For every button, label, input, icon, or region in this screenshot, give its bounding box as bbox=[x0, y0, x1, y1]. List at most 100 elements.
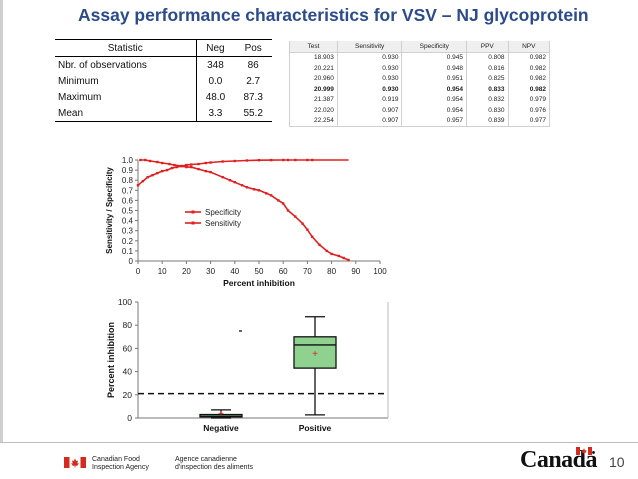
header-specificity: Specificity bbox=[401, 41, 468, 53]
cutoff-table: Test Sensitivity Specificity PPV NPV 18.… bbox=[289, 41, 550, 127]
agency-name-fr: Agence canadienne d'inspection des alime… bbox=[175, 456, 253, 471]
y-tick-label: 60 bbox=[123, 343, 133, 353]
table-row: 21.387 0.919 0.954 0.832 0.979 bbox=[289, 94, 550, 105]
data-point bbox=[306, 228, 309, 231]
page-number: 10 bbox=[609, 454, 625, 470]
slide-title: Assay performance characteristics for VS… bbox=[78, 5, 589, 25]
data-point bbox=[161, 169, 164, 173]
x-tick-label: 70 bbox=[303, 267, 312, 276]
cell-test: 22.254 bbox=[289, 115, 338, 127]
data-point bbox=[257, 189, 261, 192]
cell-pos: 2.7 bbox=[246, 75, 261, 87]
cell-npv: 0.982 bbox=[508, 63, 550, 74]
y-tick-label: 0.5 bbox=[122, 207, 134, 216]
data-point bbox=[330, 252, 333, 256]
legend-label: Specificity bbox=[205, 208, 241, 217]
y-tick-label: 0.2 bbox=[122, 237, 134, 246]
header-npv: NPV bbox=[508, 41, 550, 53]
row-label: Minimum bbox=[55, 73, 197, 89]
row-label: Mean bbox=[55, 105, 197, 122]
table-row: 18.903 0.930 0.945 0.808 0.982 bbox=[289, 52, 550, 63]
cell-sensitivity: 0.930 bbox=[337, 84, 403, 95]
cell-neg: 348 bbox=[207, 59, 224, 71]
x-tick-label: 90 bbox=[351, 267, 360, 276]
data-point bbox=[342, 256, 345, 260]
data-point bbox=[185, 165, 188, 169]
data-point bbox=[209, 161, 212, 164]
data-point bbox=[185, 163, 188, 167]
legend-marker bbox=[191, 221, 195, 225]
y-tick-label: 80 bbox=[123, 320, 133, 330]
cell-neg: 3.3 bbox=[196, 105, 235, 122]
data-point bbox=[161, 161, 164, 165]
data-point bbox=[197, 162, 200, 166]
cell-test: 22.020 bbox=[289, 105, 338, 116]
y-tick-label: 0.3 bbox=[122, 227, 134, 236]
cell-neg: 0.0 bbox=[208, 75, 223, 87]
y-tick-label: 40 bbox=[123, 367, 133, 377]
cell-test: 18.903 bbox=[289, 52, 338, 63]
cell-specificity: 0.951 bbox=[401, 73, 468, 84]
statistics-table: Statistic Neg Pos Nbr. of observations 3… bbox=[55, 39, 272, 122]
data-point bbox=[190, 165, 193, 169]
data-point bbox=[136, 184, 140, 187]
data-point bbox=[165, 168, 169, 172]
cell-ppv: 0.832 bbox=[466, 94, 509, 105]
data-point bbox=[325, 249, 328, 253]
y-tick-label: 0.9 bbox=[122, 166, 134, 175]
data-point bbox=[282, 158, 285, 162]
cell-ppv: 0.830 bbox=[466, 105, 509, 116]
cell-specificity: 0.954 bbox=[401, 105, 468, 116]
table-row: Mean 3.3 55.2 bbox=[55, 105, 272, 122]
table-row: 22.254 0.907 0.957 0.839 0.977 bbox=[289, 115, 550, 127]
x-tick-label: 80 bbox=[327, 267, 336, 276]
data-point bbox=[265, 192, 268, 195]
data-point bbox=[245, 159, 249, 162]
cell-test: 20.999 bbox=[289, 84, 338, 95]
cutoff-header-row: Test Sensitivity Specificity PPV NPV bbox=[289, 41, 550, 53]
cell-npv: 0.982 bbox=[508, 73, 550, 84]
data-point bbox=[252, 188, 256, 191]
agency-name-en: Canadian Food Inspection Agency bbox=[92, 456, 149, 471]
header-neg: Neg bbox=[196, 39, 235, 57]
x-tick-label: 50 bbox=[255, 267, 264, 276]
y-tick-label: 0.8 bbox=[122, 176, 134, 185]
y-tick-label: 1.0 bbox=[122, 156, 134, 165]
data-point bbox=[294, 158, 297, 162]
data-point bbox=[282, 202, 285, 205]
cell-ppv: 0.839 bbox=[466, 115, 509, 127]
x-tick-label: 10 bbox=[158, 267, 167, 276]
data-point bbox=[347, 258, 350, 262]
cell-sensitivity: 0.930 bbox=[337, 73, 403, 84]
cell-specificity: 0.954 bbox=[401, 84, 468, 95]
cell-sensitivity: 0.919 bbox=[337, 94, 403, 105]
cell-ppv: 0.825 bbox=[466, 73, 509, 84]
cell-ppv: 0.808 bbox=[466, 52, 509, 63]
data-point bbox=[269, 158, 273, 162]
cell-sensitivity: 0.930 bbox=[337, 63, 403, 74]
cell-npv: 0.982 bbox=[508, 84, 550, 95]
header-test: Test bbox=[289, 41, 338, 53]
table-row: Minimum 0.0 2.7 bbox=[55, 73, 272, 89]
y-axis-title: Percent inhibition bbox=[106, 322, 116, 398]
wordmark-flag-icon bbox=[576, 447, 592, 455]
data-point bbox=[233, 181, 236, 184]
y-tick-label: 20 bbox=[123, 390, 133, 400]
cell-sensitivity: 0.907 bbox=[337, 115, 403, 127]
mean-marker: + bbox=[312, 349, 318, 360]
data-point bbox=[221, 175, 224, 179]
header-ppv: PPV bbox=[466, 41, 509, 53]
data-point bbox=[146, 175, 149, 179]
legend-marker bbox=[191, 210, 195, 214]
canada-flag-icon bbox=[64, 457, 86, 468]
row-label: Maximum bbox=[55, 89, 197, 105]
data-point bbox=[141, 180, 145, 183]
data-point bbox=[197, 167, 200, 171]
cell-specificity: 0.948 bbox=[401, 63, 468, 74]
data-point bbox=[180, 164, 183, 168]
cell-pos: 86 bbox=[247, 59, 259, 71]
header-pos: Pos bbox=[234, 39, 272, 57]
data-point bbox=[311, 235, 314, 238]
cell-specificity: 0.957 bbox=[401, 115, 468, 127]
data-point bbox=[190, 163, 193, 166]
